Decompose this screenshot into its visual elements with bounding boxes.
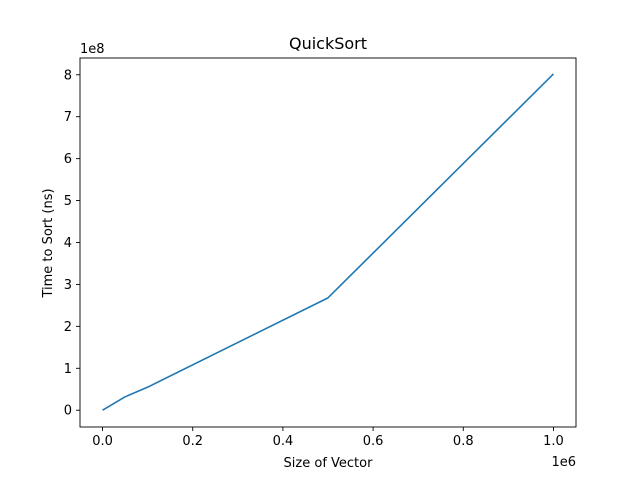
y-tick-label: 5 xyxy=(64,194,72,209)
x-axis-label: Size of Vector xyxy=(284,456,374,471)
y-axis-label: Time to Sort (ns) xyxy=(41,188,56,298)
y-offset-label: 1e8 xyxy=(80,42,105,57)
y-tick-label: 8 xyxy=(64,68,72,83)
y-tick-label: 3 xyxy=(64,278,72,293)
y-tick-label: 6 xyxy=(64,152,72,167)
x-tick-label: 0.4 xyxy=(273,434,294,449)
x-tick-label: 0.0 xyxy=(92,434,113,449)
y-tick-label: 7 xyxy=(64,110,72,125)
x-tick-label: 0.6 xyxy=(363,434,384,449)
y-tick-label: 1 xyxy=(64,362,72,377)
x-tick-label: 1.0 xyxy=(543,434,564,449)
y-tick-label: 4 xyxy=(64,236,72,251)
chart-title: QuickSort xyxy=(289,34,367,53)
x-tick-label: 0.8 xyxy=(453,434,474,449)
x-offset-label: 1e6 xyxy=(551,455,576,470)
y-tick-label: 2 xyxy=(64,320,72,335)
x-tick-label: 0.2 xyxy=(182,434,203,449)
series-line-0 xyxy=(102,73,555,411)
axes-frame xyxy=(79,57,577,428)
y-tick-label: 0 xyxy=(64,404,72,419)
plot-area: 0.0 0.2 0.4 0.6 0.8 1.0 0 1 2 3 4 5 6 7 8 xyxy=(64,57,577,449)
